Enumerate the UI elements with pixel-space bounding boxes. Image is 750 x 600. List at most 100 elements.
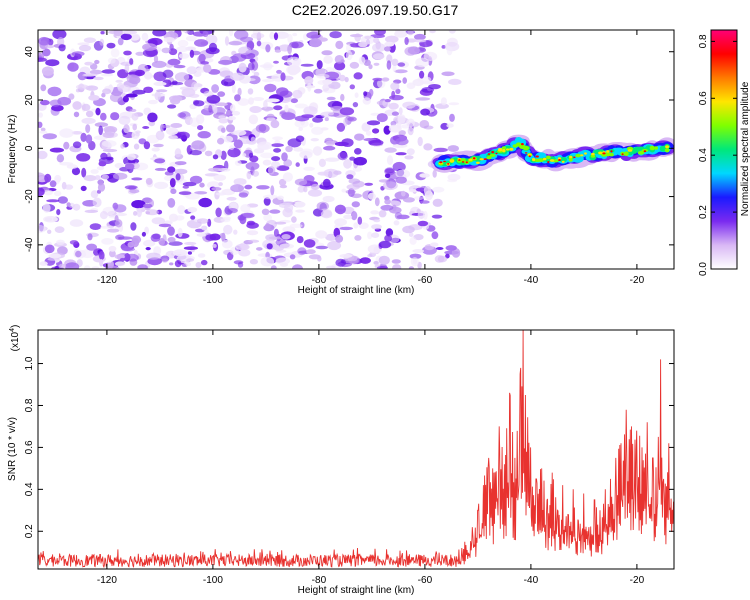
spectrogram-noise-blob — [85, 124, 91, 134]
spectrogram-noise-blob — [96, 166, 105, 171]
spectrogram-noise-blob — [413, 39, 427, 43]
colorbar-frame — [710, 29, 738, 270]
spectrogram-noise-blob — [102, 148, 118, 153]
colorbar-tick-label: 0.2 — [698, 205, 709, 219]
spectrogram-signal-blob — [465, 161, 468, 164]
x-tick-label: -100 — [203, 575, 223, 586]
spectrogram-noise-blob — [432, 186, 445, 193]
spectrogram-noise-blob — [364, 182, 374, 186]
spectrogram-noise-blob — [419, 173, 430, 178]
spectrogram-noise-blob — [289, 41, 304, 49]
spectrogram-noise-blob — [395, 176, 407, 184]
spectrogram-noise-blob — [260, 152, 275, 159]
spectrogram-noise-blob — [296, 236, 304, 244]
spectrogram-noise-blob — [213, 174, 227, 181]
x-tick-label: -60 — [418, 275, 433, 286]
spectrogram-noise-blob — [384, 234, 392, 242]
spectrogram-noise-blob — [372, 77, 384, 82]
spectrogram-noise-blob — [186, 66, 198, 75]
spectrogram-noise-blob — [351, 201, 360, 208]
spectrogram-noise-blob — [76, 153, 91, 162]
spectrogram-noise-blob — [230, 184, 245, 193]
x-tick-label: -40 — [524, 575, 539, 586]
spectrogram-signal-blob — [468, 158, 473, 161]
spectrogram-signal-blob — [590, 154, 596, 158]
spectrogram-noise-blob — [316, 73, 330, 79]
spectrogram-noise-blob — [40, 127, 46, 132]
spectrogram-noise-blob — [151, 217, 165, 225]
spectrogram-noise-blob — [432, 169, 437, 178]
spectrogram-noise-blob — [217, 91, 226, 97]
spectrogram-noise-blob — [56, 154, 65, 163]
spectrogram-noise-blob — [240, 36, 254, 43]
spectrogram-noise-blob — [386, 60, 392, 70]
spectrogram-signal-blob — [498, 148, 503, 152]
spectrogram-noise-blob — [273, 105, 283, 111]
spectrogram-noise-blob — [198, 197, 212, 208]
spectrogram-signal-blob — [461, 161, 465, 163]
spectrogram-noise-blob — [98, 125, 103, 136]
spectrogram-noise-blob — [81, 167, 87, 178]
spectrogram-noise-blob — [445, 245, 457, 251]
spectrogram-noise-blob — [200, 41, 208, 46]
spectrogram-noise-blob — [391, 111, 399, 116]
spectrogram-noise-blob — [341, 138, 354, 148]
spectrogram-signal-blob — [527, 153, 532, 157]
spectrogram-noise-blob — [312, 146, 323, 156]
y-tick-label: 20 — [24, 94, 35, 106]
spectrogram-noise-blob — [106, 42, 116, 49]
spectrogram-noise-blob — [38, 112, 43, 118]
spectrogram-noise-blob — [118, 236, 133, 240]
spectrogram-noise-blob — [213, 105, 218, 115]
spectrogram-noise-blob — [440, 97, 447, 106]
spectrogram-noise-blob — [395, 137, 409, 146]
spectrogram-noise-blob — [248, 152, 254, 158]
spectrogram-noise-blob — [367, 192, 376, 200]
spectrogram-noise-blob — [127, 153, 136, 161]
spectrogram-noise-blob — [142, 43, 157, 51]
spectrogram-noise-blob — [408, 189, 419, 193]
spectrogram-noise-blob — [100, 112, 107, 121]
spectrogram-noise-blob — [357, 216, 363, 225]
spectrogram-noise-blob — [270, 119, 280, 129]
snr-frame — [37, 329, 675, 570]
spectrogram-noise-blob — [291, 216, 297, 223]
spectrogram-noise-blob — [113, 172, 128, 180]
spectrogram-noise-blob — [115, 79, 123, 83]
spectrogram-signal-blob — [535, 155, 539, 158]
spectrogram-noise-blob — [86, 243, 97, 251]
spectrogram-noise-blob — [75, 84, 89, 90]
spectrogram-noise-blob — [313, 88, 323, 94]
spectrogram-noise-blob — [102, 131, 115, 138]
spectrogram-noise-blob — [262, 159, 272, 166]
spectrogram-noise-blob — [350, 34, 363, 38]
spectrogram-noise-blob — [334, 61, 346, 71]
spectrogram-noise-blob — [247, 62, 255, 71]
spectrogram-noise-blob — [220, 218, 231, 223]
spectrogram-noise-blob — [303, 186, 308, 193]
spectrogram-noise-blob — [345, 50, 353, 61]
spectrogram-signal-blob — [621, 153, 624, 156]
spectrogram-noise-blob — [42, 133, 57, 140]
spectrogram-noise-blob — [246, 230, 259, 236]
spectrogram-signal-blob — [502, 149, 506, 153]
spectrogram-noise-blob — [218, 117, 229, 124]
spectrogram-y-ticks: -40 -20 0 20 40 — [24, 46, 674, 252]
spectrogram-noise-blob — [294, 103, 308, 109]
spectrogram-noise-blob — [189, 93, 200, 98]
spectrogram-noise-blob — [370, 210, 379, 215]
spectrogram-signal-blob — [486, 156, 492, 160]
spectrogram-noise-blob — [395, 152, 407, 156]
spectrogram-noise-blob — [423, 143, 433, 151]
spectrogram-noise-blob — [175, 173, 181, 181]
spectrogram-noise-blob — [93, 76, 104, 81]
colorbar: 0.0 0.2 0.4 0.6 0.8 Normalized spectral ampl… — [698, 29, 750, 276]
spectrogram-noise-blob — [420, 108, 430, 116]
spectrogram-noise-blob — [150, 233, 161, 242]
spectrogram-noise-blob — [393, 220, 400, 226]
spectrogram-noise-blob — [146, 252, 161, 260]
colorbar-tick-label: 0.0 — [698, 262, 709, 276]
spectrogram-noise-blob — [85, 110, 94, 118]
spectrogram-signal-blob — [610, 150, 613, 153]
spectrogram-noise-blob — [231, 110, 241, 116]
